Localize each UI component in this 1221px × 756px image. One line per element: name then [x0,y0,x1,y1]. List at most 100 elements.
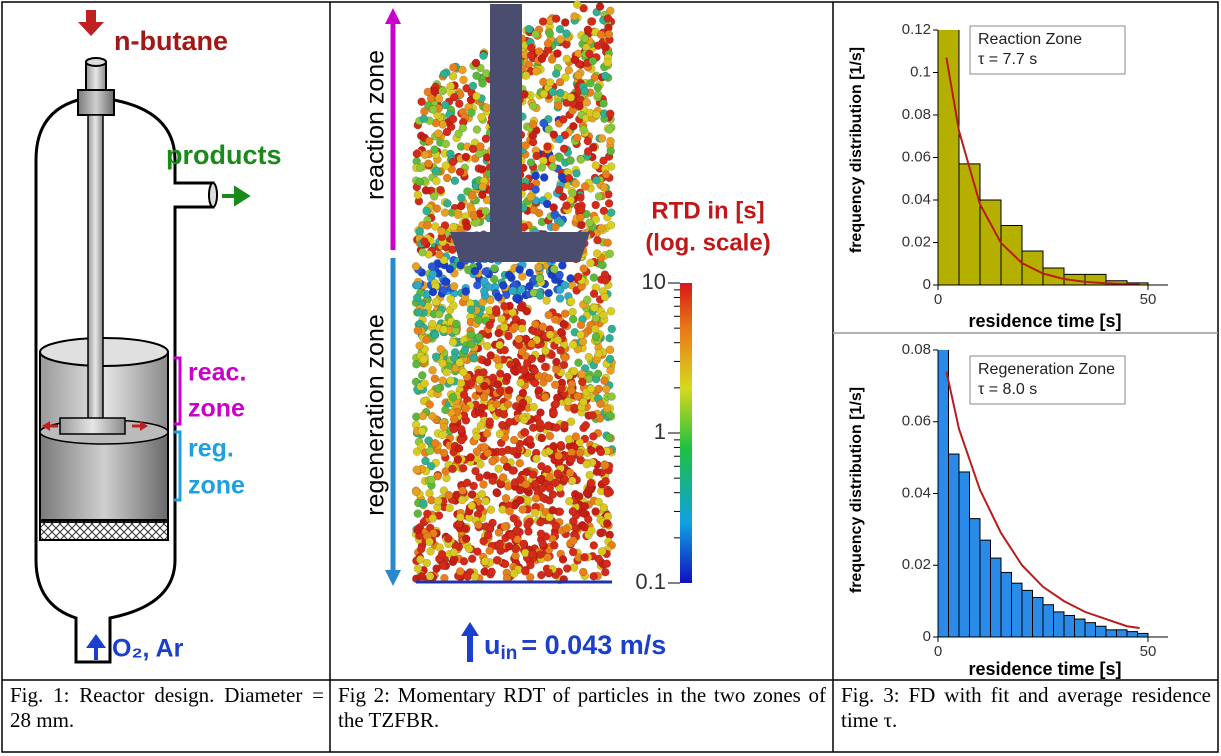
particle [516,303,526,312]
particle [441,100,450,110]
particle [542,199,552,209]
particle [540,392,550,402]
particle [568,507,578,516]
particle [591,200,600,210]
particle [467,330,476,340]
particle [418,248,427,257]
particle [568,307,577,317]
particle [464,544,474,554]
particle [509,569,519,578]
particle [422,206,431,216]
particle [557,384,566,393]
particle [445,503,454,513]
particle [432,564,441,573]
particle [412,149,422,159]
particle [572,169,581,178]
particle [569,536,578,545]
particle [576,205,586,214]
particle [597,547,607,556]
velocity-label: uin = 0.043 m/s [484,630,666,664]
zone-label: zone [188,395,245,423]
particle [448,393,458,402]
particle [603,14,613,23]
particle [417,97,426,106]
particle [600,292,610,302]
particle [434,129,443,138]
particle [428,366,437,375]
particle [446,81,455,91]
particle [537,163,547,172]
particle [539,89,549,99]
particle [532,454,541,463]
particle [506,531,516,540]
particle [607,324,617,334]
particle [466,305,476,314]
particle [552,365,561,374]
particle [467,490,477,499]
particle [593,41,603,50]
products-label: products [166,140,282,170]
particle [455,567,465,576]
particle [563,397,573,406]
particle [468,191,477,200]
particle [521,548,530,558]
zone-axis-label: regeneration zone [362,314,390,516]
particle [472,447,482,456]
particle [539,119,548,128]
particle [549,441,558,451]
particle [469,353,478,363]
y-tick-label: 0.06 [902,148,931,165]
particle [472,71,481,80]
particle [444,534,453,543]
particle [591,507,600,516]
particle [553,469,562,478]
particle [461,524,471,534]
particle [453,210,463,220]
particle [577,220,586,230]
particle [442,173,452,183]
particle [537,484,547,493]
particle [456,201,466,211]
particle [471,58,481,68]
particle [584,352,594,362]
colorbar-title: RTD in [s] [651,197,764,224]
particle [417,572,426,581]
bar [938,30,960,285]
y-tick-label: 0.02 [902,233,931,250]
particle [566,156,575,165]
particle [565,496,574,506]
particle [428,319,437,329]
y-axis-label: frequency distribution [1/s] [848,47,865,253]
particle [545,512,554,522]
particle [526,43,536,53]
particle [448,338,458,347]
particle [539,173,549,182]
particle [526,192,535,202]
particle [438,359,447,368]
y-tick-label: 0.02 [902,556,931,573]
particle [556,346,565,355]
particle [454,129,463,138]
particle [423,221,432,230]
particle-bed [411,0,617,585]
particle [532,67,541,76]
particle [580,34,590,43]
particle [579,4,588,13]
particle [459,557,469,566]
particle [461,404,470,413]
particle [577,369,587,379]
particle [471,218,480,228]
particle [554,185,564,195]
particle [528,549,537,559]
particle [457,435,466,445]
particle [596,528,605,538]
particle [512,535,522,544]
particle [605,333,614,343]
particle [538,17,548,26]
particle [458,123,468,133]
particle [595,2,605,11]
particle [580,523,589,532]
particle [604,29,614,39]
particle [431,222,440,231]
particle [587,446,596,455]
